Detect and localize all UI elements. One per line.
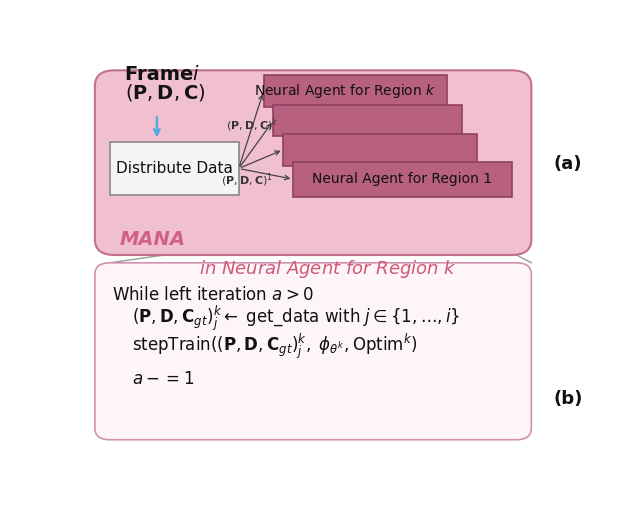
Text: $i$: $i$ [191,65,199,84]
Text: Neural Agent for Region $k$: Neural Agent for Region $k$ [254,82,436,100]
Text: in Neural Agent for Region $k$: in Neural Agent for Region $k$ [199,258,457,280]
Text: Neural Agent for Region 1: Neural Agent for Region 1 [312,172,492,186]
FancyBboxPatch shape [273,105,462,136]
Text: MANA: MANA [120,230,186,249]
Text: (a): (a) [554,155,582,173]
Text: $(\mathbf{P}, \mathbf{D}, \mathbf{C})^1$: $(\mathbf{P}, \mathbf{D}, \mathbf{C})^1$ [221,171,273,189]
Text: $a -= 1$: $a -= 1$ [132,370,194,388]
FancyBboxPatch shape [293,162,511,196]
FancyBboxPatch shape [284,134,477,166]
Text: (b): (b) [554,390,583,408]
Text: Frame: Frame [125,65,200,84]
Text: While left iteration $a > 0$: While left iteration $a > 0$ [112,286,314,304]
Text: Distribute Data: Distribute Data [116,161,233,176]
FancyBboxPatch shape [264,75,447,107]
FancyBboxPatch shape [95,263,531,440]
Text: $(\mathbf{P}, \mathbf{D}, \mathbf{C})$: $(\mathbf{P}, \mathbf{D}, \mathbf{C})$ [125,82,205,104]
FancyBboxPatch shape [110,142,239,195]
Text: stepTrain$((\mathbf{P}, \mathbf{D}, \mathbf{C}_{gt})_j^k,\ \phi_{\theta^k},\math: stepTrain$((\mathbf{P}, \mathbf{D}, \mat… [132,331,418,361]
Text: $(\mathbf{P}, \mathbf{D}, \mathbf{C})^k$: $(\mathbf{P}, \mathbf{D}, \mathbf{C})^k$ [227,117,279,134]
FancyBboxPatch shape [95,70,531,255]
Text: $(\mathbf{P}, \mathbf{D}, \mathbf{C}_{gt})_j^k \leftarrow$ get$\_$data with $j \: $(\mathbf{P}, \mathbf{D}, \mathbf{C}_{gt… [132,304,460,333]
